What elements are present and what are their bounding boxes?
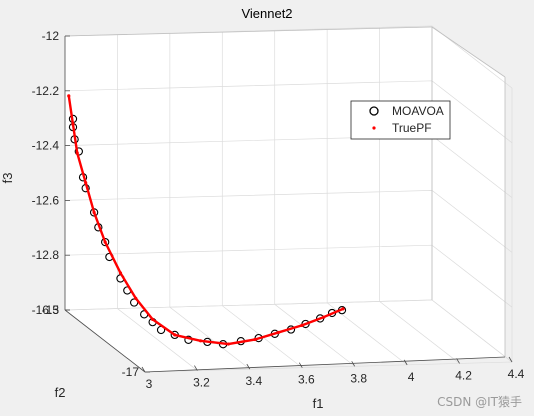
x-tick-label: 3.4 [246,374,263,388]
truepf-point [173,333,177,337]
plot-data [67,94,347,349]
z-tick-label: -13 [42,303,60,317]
z-tick-label: -12 [42,29,60,43]
y-axis-line [64,309,146,373]
x-tick-label: 3.8 [350,371,367,385]
back-top-edge [64,26,433,37]
truepf-point [134,296,138,300]
legend-moavoa-marker [369,106,379,116]
truepf-point [322,315,326,319]
truepf-point [253,337,257,342]
truepf-point [103,240,107,244]
y-axis-label: f2 [55,385,66,400]
legend: MOAVOA TruePF [350,100,451,140]
back-wall-pane [65,27,432,310]
x-tick-label: 4 [408,370,415,384]
z-tick-label: -12.4 [32,139,60,153]
legend-moavoa-label: MOAVOA [392,104,444,118]
watermark: CSDN @IT猿手 [437,395,522,409]
moavoa-point [101,237,110,247]
truepf-point [276,330,281,335]
x-tick-mark [194,365,198,371]
x-axis-line [144,356,506,373]
x-tick-mark [246,363,251,370]
truepf-point [118,271,123,275]
z-axis-label: f3 [0,173,15,184]
axis-ticks: -12 -12.2 -12.4 -12.6 -12.8 -13 3 3.2 3.4 3.6 3.8 4… [32,29,525,391]
x-tick-label: 3.6 [298,373,315,387]
legend-truepf-marker [372,126,376,130]
truepf-point [84,181,88,185]
x-tick-label: 4.2 [455,368,472,382]
truepf-point [151,317,155,322]
truepf-point [226,342,230,346]
x-tick-mark [456,358,460,364]
z-tick-label: -12.6 [32,193,60,207]
x-tick-label: 4.4 [508,367,525,381]
truepf-point [71,122,75,126]
z-tick-label: -12.2 [32,84,60,98]
x-axis-label: f1 [313,396,324,411]
truepf-point [67,94,71,98]
x-tick-mark [351,361,356,367]
side-wall-pane [432,27,505,357]
x-tick-mark [508,356,513,363]
x-tick-label: 3.2 [193,376,210,390]
x-tick-mark [403,359,408,366]
truepf-point [198,339,203,343]
truepf-point [341,307,345,311]
side-top-edge [431,26,506,78]
truepf-point [75,151,79,155]
truepf-point [92,210,96,215]
legend-truepf-label: TruePF [392,121,432,135]
x-tick-mark [141,366,146,373]
y-tick-label: -17 [122,365,140,379]
axes-box-edges [64,26,506,373]
floor-pane [65,300,505,372]
z-tick-label: -12.8 [32,248,60,262]
x-tick-mark [298,362,303,368]
x-tick-label: 3 [146,377,153,391]
chart-title: Viennet2 [241,6,292,21]
y-tick-label: -16.5 [32,303,60,317]
truepf-point [300,323,304,327]
legend-box [350,100,451,140]
